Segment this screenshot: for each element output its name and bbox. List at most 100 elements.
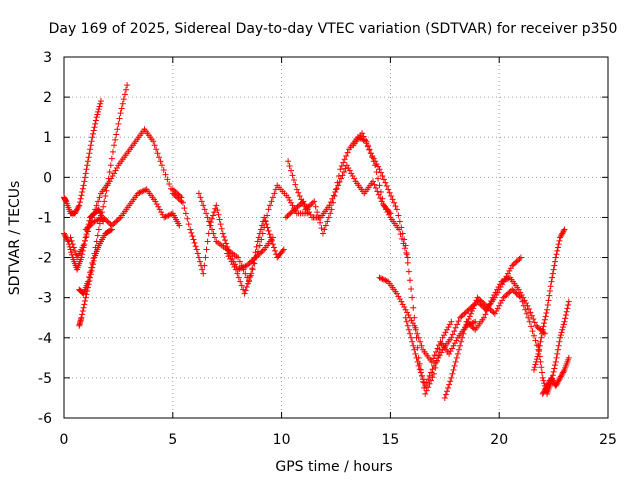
data-point	[248, 270, 255, 277]
data-point	[549, 372, 556, 379]
data-point	[82, 234, 89, 241]
data-point	[430, 355, 437, 362]
data-point	[379, 172, 386, 179]
data-point	[346, 167, 353, 174]
data-point	[539, 374, 546, 381]
data-point	[418, 342, 425, 349]
data-point	[553, 251, 560, 258]
data-point	[531, 319, 538, 326]
data-point	[560, 229, 567, 236]
data-point	[436, 352, 443, 359]
data-point	[272, 186, 279, 193]
x-tick-labels: 0 5 10 15 20 25	[60, 432, 617, 448]
data-point	[462, 309, 469, 316]
data-point	[412, 350, 419, 357]
data-point	[232, 266, 239, 273]
data-point	[321, 226, 328, 233]
data-point	[512, 259, 519, 266]
data-point	[158, 162, 165, 169]
data-point	[416, 366, 423, 373]
data-point	[325, 214, 332, 221]
data-point	[153, 201, 160, 208]
data-point	[474, 294, 481, 301]
data-point	[136, 189, 143, 196]
data-point	[81, 178, 88, 185]
data-point	[374, 188, 381, 195]
data-point	[485, 304, 492, 311]
data-point	[360, 133, 367, 140]
data-point	[383, 206, 390, 213]
data-point	[293, 186, 300, 193]
data-point	[426, 380, 433, 387]
data-point	[557, 373, 564, 380]
data-point	[348, 170, 355, 177]
data-point	[87, 222, 94, 229]
data-point	[103, 217, 110, 224]
data-point	[403, 318, 410, 325]
data-point	[166, 211, 173, 218]
series-arc-9	[224, 214, 287, 297]
data-point	[554, 380, 561, 387]
data-point	[562, 312, 569, 319]
data-point	[430, 370, 437, 377]
data-point	[338, 175, 345, 182]
data-point	[291, 206, 298, 213]
data-point	[83, 166, 90, 173]
data-point	[251, 260, 258, 267]
data-point	[515, 257, 522, 264]
data-point	[259, 247, 266, 254]
data-point	[95, 216, 102, 223]
data-point	[429, 374, 436, 381]
data-point	[553, 381, 560, 388]
data-point	[531, 364, 538, 371]
data-point	[86, 277, 93, 284]
data-point	[533, 356, 540, 363]
data-point	[95, 106, 102, 113]
data-point	[140, 187, 147, 194]
data-point	[491, 291, 498, 298]
data-point	[401, 245, 408, 252]
data-point	[83, 233, 90, 240]
data-point	[540, 323, 547, 330]
data-point	[309, 199, 316, 206]
data-point	[268, 198, 275, 205]
data-point	[215, 211, 222, 218]
data-point	[225, 253, 232, 260]
data-point	[327, 210, 334, 217]
data-point	[247, 273, 254, 280]
data-point	[314, 209, 321, 216]
data-point	[371, 181, 378, 188]
data-point	[337, 166, 344, 173]
data-point	[470, 325, 477, 332]
data-point	[154, 150, 161, 157]
data-point	[375, 163, 382, 170]
data-point	[380, 276, 387, 283]
data-point	[405, 312, 412, 319]
data-point	[509, 262, 516, 269]
data-point	[85, 223, 92, 230]
data-point	[541, 316, 548, 323]
data-point	[517, 289, 524, 296]
data-point	[82, 174, 89, 181]
data-point	[87, 271, 94, 278]
data-point	[539, 390, 546, 397]
data-point	[432, 360, 439, 367]
data-point	[68, 249, 75, 256]
data-point	[286, 162, 293, 169]
data-point	[290, 207, 297, 214]
data-point	[190, 236, 197, 243]
x-tick-label: 5	[168, 432, 177, 448]
data-point	[518, 291, 525, 298]
data-point	[168, 211, 175, 218]
data-point	[243, 283, 250, 290]
data-point	[488, 298, 495, 305]
data-point	[253, 243, 260, 250]
data-point	[458, 338, 465, 345]
data-point	[369, 152, 376, 159]
data-point	[491, 310, 498, 317]
data-point	[88, 267, 95, 274]
data-point	[418, 372, 425, 379]
data-point	[420, 376, 427, 383]
data-point	[336, 179, 343, 186]
